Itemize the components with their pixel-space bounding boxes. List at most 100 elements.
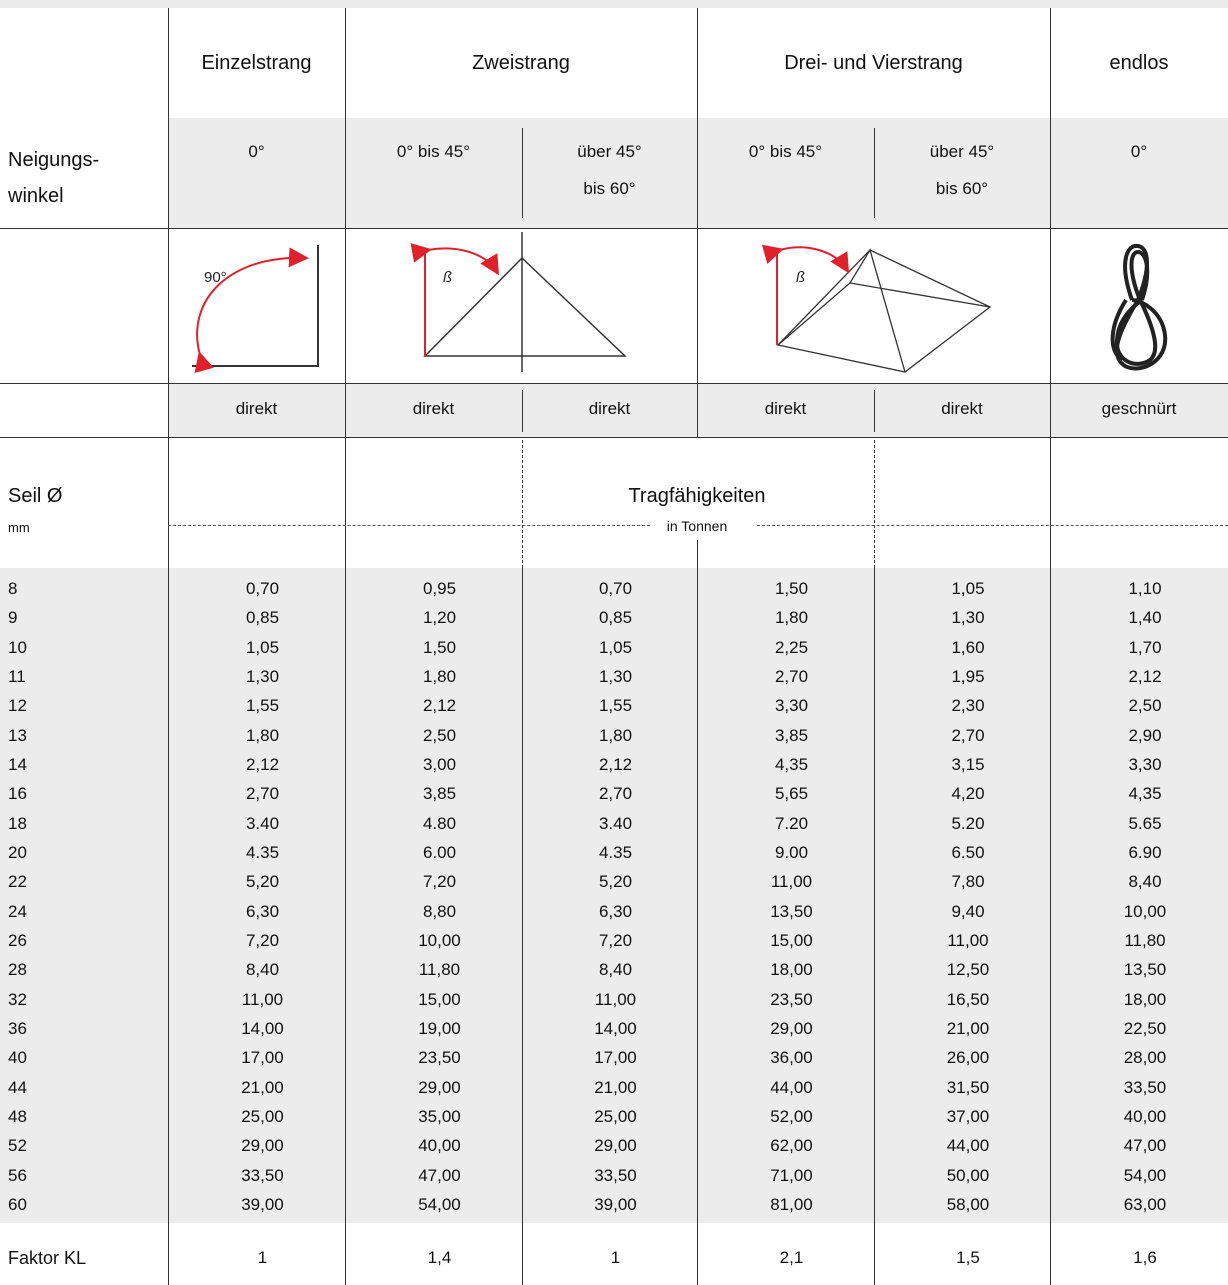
capacity-value: 9.00 bbox=[774, 842, 809, 862]
capacity-value: 25,00 bbox=[594, 1106, 637, 1126]
capacity-value: 4,35 bbox=[774, 754, 809, 774]
capacity-value: 8,40 bbox=[1128, 872, 1162, 892]
capacity-value: 2,70 bbox=[774, 666, 809, 686]
capacity-value: 2,12 bbox=[598, 754, 633, 774]
capacity-value: 0,70 bbox=[245, 579, 280, 598]
angle-value: über 45° bbox=[929, 142, 995, 161]
capacity-value: 3,15 bbox=[951, 754, 985, 774]
capacity-value: 4.35 bbox=[598, 842, 633, 862]
capacity-value: 47,00 bbox=[418, 1165, 461, 1185]
sub-divider-dashed bbox=[874, 440, 875, 568]
capacity-value: 2,70 bbox=[951, 725, 985, 745]
capacity-value: 29,00 bbox=[418, 1077, 461, 1097]
angle-value: bis 60° bbox=[583, 179, 636, 198]
capacity-value: 5,65 bbox=[774, 784, 809, 804]
capacity-value: 31,50 bbox=[946, 1077, 990, 1097]
capacity-value: 3,30 bbox=[1128, 754, 1162, 774]
diameter: 26 bbox=[8, 930, 27, 950]
capacity-value: 12,50 bbox=[946, 960, 990, 980]
capacity-value: 6.50 bbox=[951, 842, 985, 862]
capacity-value: 33,50 bbox=[1123, 1077, 1167, 1097]
method-row-bg bbox=[168, 383, 1228, 437]
capacity-value: 21,00 bbox=[946, 1018, 990, 1038]
capacity-value: 1,80 bbox=[422, 666, 457, 686]
method-value: geschnürt bbox=[1101, 399, 1177, 418]
method-value: direkt bbox=[588, 399, 631, 418]
sub-divider bbox=[874, 568, 875, 1285]
capacity-value: 37,00 bbox=[946, 1106, 990, 1126]
capacity-value: 7.20 bbox=[774, 813, 809, 833]
diameter: 52 bbox=[8, 1136, 27, 1156]
capacity-value: 0,85 bbox=[245, 608, 280, 628]
angle-row-bg bbox=[168, 118, 1228, 228]
capacity-value: 8,80 bbox=[422, 901, 457, 921]
capacity-value: 62,00 bbox=[770, 1136, 813, 1156]
capacity-value: 10,00 bbox=[418, 930, 461, 950]
diameter: 9 bbox=[8, 608, 18, 628]
capacity-value: 3,85 bbox=[422, 784, 457, 804]
capacity-value: 2,70 bbox=[598, 784, 633, 804]
factor-value: 1,5 bbox=[956, 1248, 980, 1267]
angle-value: 0° bis 45° bbox=[396, 142, 471, 161]
capacity-value: 1,30 bbox=[598, 666, 633, 686]
capacity-value: 1,20 bbox=[422, 608, 457, 628]
capacity-value: 13,50 bbox=[1123, 960, 1167, 980]
unit-line bbox=[757, 525, 1228, 526]
capacity-value: 3.40 bbox=[245, 813, 280, 833]
sub-divider bbox=[874, 128, 875, 218]
capacity-value: 5.20 bbox=[951, 813, 985, 833]
angle-value: 0° bbox=[248, 142, 265, 161]
capacity-value: 36,00 bbox=[770, 1048, 813, 1068]
capacity-value: 28,00 bbox=[1123, 1048, 1167, 1068]
capacity-value: 6,30 bbox=[598, 901, 633, 921]
capacity-value: 25,00 bbox=[241, 1106, 284, 1126]
capacity-value: 2,90 bbox=[1128, 725, 1162, 745]
capacity-value: 26,00 bbox=[946, 1048, 990, 1068]
capacity-value: 3.40 bbox=[598, 813, 633, 833]
sub-divider bbox=[522, 568, 523, 1285]
angle-value: über 45° bbox=[577, 142, 642, 161]
capacity-value: 5.65 bbox=[1128, 813, 1162, 833]
capacity-value: 23,50 bbox=[418, 1048, 461, 1068]
column-header: Einzelstrang bbox=[201, 52, 312, 74]
capacity-value: 52,00 bbox=[770, 1106, 813, 1126]
capacity-value: 44,00 bbox=[770, 1077, 813, 1097]
capacity-value: 63,00 bbox=[1123, 1194, 1167, 1214]
diameter: 14 bbox=[8, 754, 27, 774]
diameter: 48 bbox=[8, 1106, 27, 1126]
capacity-value: 1,55 bbox=[598, 696, 633, 716]
capacity-value: 19,00 bbox=[418, 1018, 461, 1038]
sub-divider bbox=[874, 390, 875, 432]
sub-divider bbox=[522, 390, 523, 432]
capacity-value: 15,00 bbox=[770, 930, 813, 950]
diameter: 24 bbox=[8, 901, 27, 921]
column-divider bbox=[697, 540, 698, 1285]
capacity-value: 1,55 bbox=[245, 696, 280, 716]
capacity-value: 29,00 bbox=[770, 1018, 813, 1038]
sub-divider bbox=[522, 128, 523, 218]
capacity-value: 2,12 bbox=[422, 696, 457, 716]
column-divider bbox=[1050, 8, 1051, 1285]
capacity-value: 54,00 bbox=[418, 1194, 461, 1214]
factor-value: 1 bbox=[257, 1248, 268, 1267]
factor-value: 1 bbox=[610, 1248, 621, 1267]
capacity-value: 4,20 bbox=[951, 784, 985, 804]
capacity-value: 16,50 bbox=[946, 989, 990, 1009]
capacity-value: 17,00 bbox=[241, 1048, 284, 1068]
angle-value: 0° bbox=[1130, 142, 1148, 161]
capacity-value: 29,00 bbox=[241, 1136, 284, 1156]
capacity-value: 4,35 bbox=[1128, 784, 1162, 804]
capacity-value: 1,05 bbox=[951, 579, 985, 598]
capacity-value: 29,00 bbox=[594, 1136, 637, 1156]
capacity-value: 35,00 bbox=[418, 1106, 461, 1126]
capacity-value: 1,05 bbox=[598, 637, 633, 657]
capacity-value: 15,00 bbox=[418, 989, 461, 1009]
factor-value: 1,6 bbox=[1133, 1248, 1157, 1267]
capacity-value: 2,30 bbox=[951, 696, 985, 716]
diameter: 28 bbox=[8, 960, 27, 980]
factor-value: 1,4 bbox=[427, 1248, 452, 1267]
diameter: 56 bbox=[8, 1165, 27, 1185]
capacity-value: 7,20 bbox=[598, 930, 633, 950]
capacity-value: 1,60 bbox=[951, 637, 985, 657]
diameter: 12 bbox=[8, 696, 27, 716]
